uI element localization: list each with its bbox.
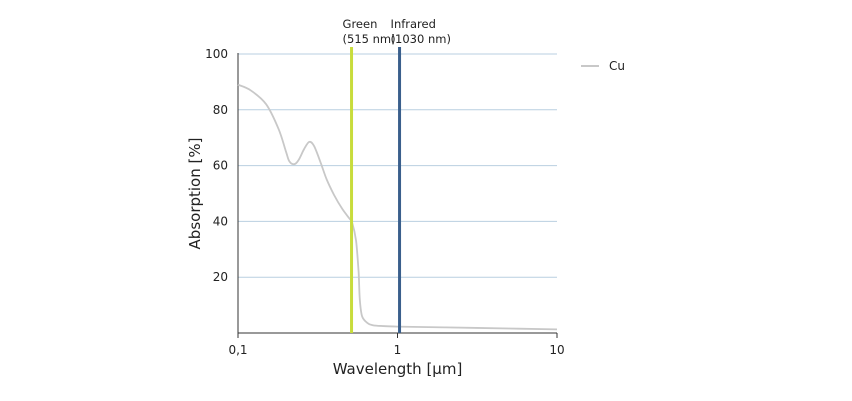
y-axis-title: Absorption [%] (186, 138, 204, 250)
y-tick-label: 40 (213, 214, 228, 228)
x-axis-title: Wavelength [µm] (333, 360, 463, 378)
y-tick-labels: 20 40 60 80 100 (205, 47, 228, 284)
series-layer (237, 83, 558, 331)
x-tick-label: 0,1 (228, 343, 247, 357)
y-tick-label: 20 (213, 270, 228, 284)
x-tick-label: 1 (394, 343, 402, 357)
axes (237, 53, 557, 334)
y-tick-label: 80 (213, 103, 228, 117)
marker-label-1: Infrared (391, 17, 436, 31)
marker-label-0: Green (343, 17, 378, 31)
marker-sublabel-1: (1030 nm) (391, 32, 451, 46)
legend-label-cu: Cu (609, 59, 625, 73)
y-tick-label: 100 (205, 47, 228, 61)
legend: Cu (581, 59, 625, 73)
marker-sublabel-0: (515 nm) (343, 32, 396, 46)
series-line-cu (237, 83, 558, 331)
x-tick-label: 10 (549, 343, 564, 357)
x-tick-labels: 0,1 1 10 (228, 333, 565, 357)
y-tick-label: 60 (213, 159, 228, 173)
marker-lines: Green(515 nm)Infrared(1030 nm) (343, 17, 451, 333)
grid-lines (238, 53, 557, 278)
